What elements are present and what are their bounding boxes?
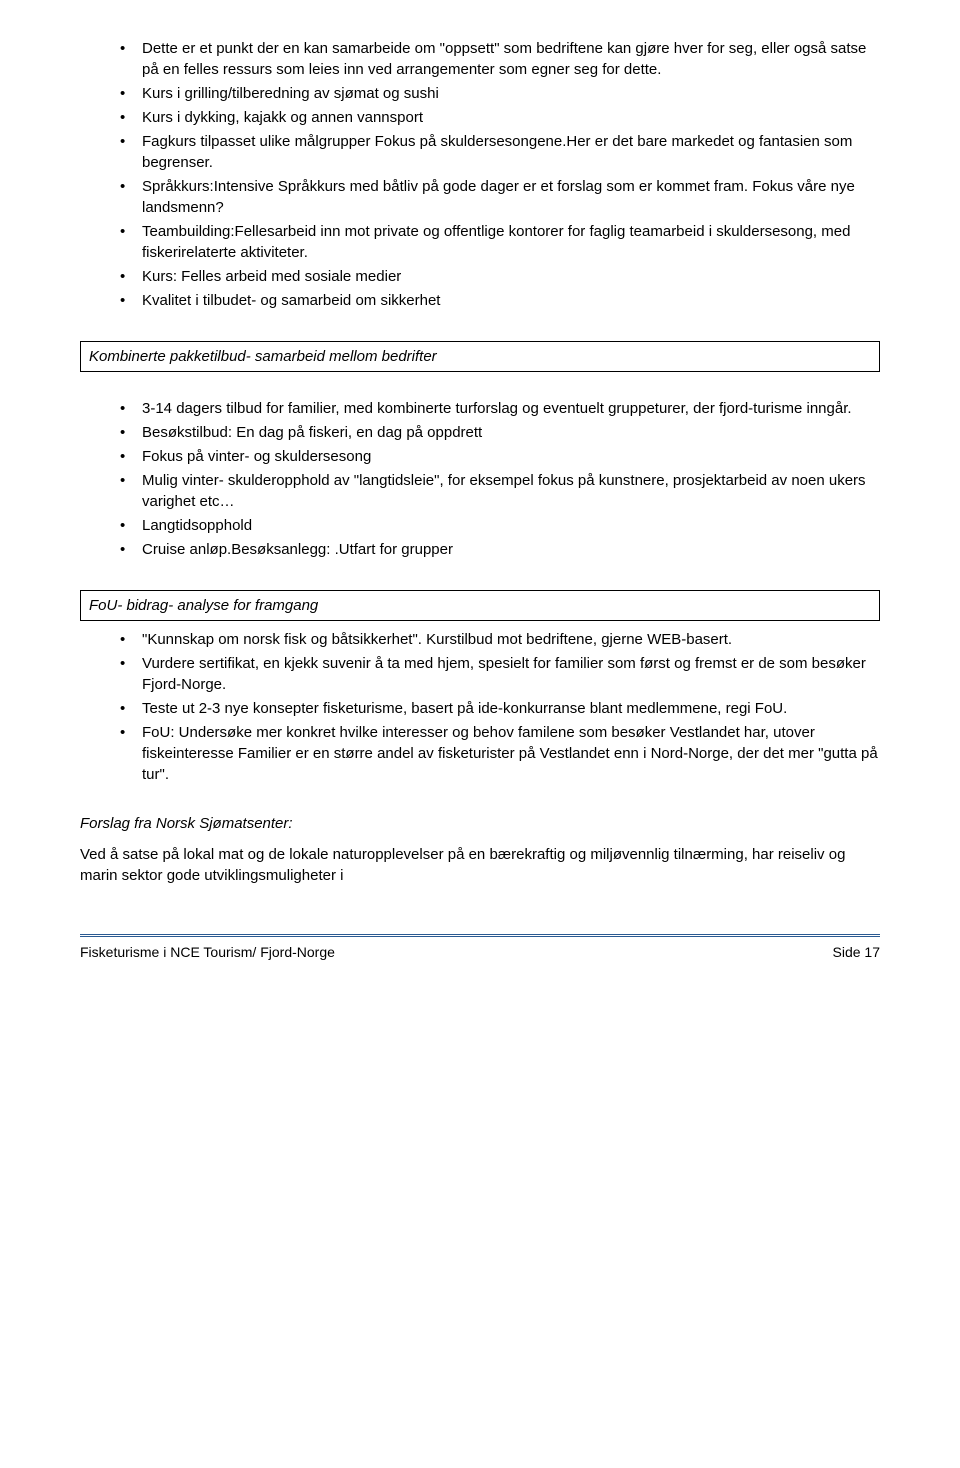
subheading-forslag: Forslag fra Norsk Sjømatsenter: bbox=[80, 813, 880, 834]
list-item: FoU: Undersøke mer konkret hvilke intere… bbox=[120, 722, 880, 785]
section-header-kombinerte: Kombinerte pakketilbud- samarbeid mellom… bbox=[80, 341, 880, 372]
bullet-list-2: 3-14 dagers tilbud for familier, med kom… bbox=[80, 398, 880, 560]
list-item: Vurdere sertifikat, en kjekk suvenir å t… bbox=[120, 653, 880, 695]
list-item: Kurs: Felles arbeid med sosiale medier bbox=[120, 266, 880, 287]
body-paragraph: Ved å satse på lokal mat og de lokale na… bbox=[80, 844, 880, 886]
list-item: Teambuilding:Fellesarbeid inn mot privat… bbox=[120, 221, 880, 263]
list-item: Teste ut 2-3 nye konsepter fisketurisme,… bbox=[120, 698, 880, 719]
list-item: Kurs i dykking, kajakk og annen vannspor… bbox=[120, 107, 880, 128]
list-item: Mulig vinter- skulderopphold av "langtid… bbox=[120, 470, 880, 512]
list-item: Langtidsopphold bbox=[120, 515, 880, 536]
list-item: Kvalitet i tilbudet- og samarbeid om sik… bbox=[120, 290, 880, 311]
page-footer: Fisketurisme i NCE Tourism/ Fjord-Norge … bbox=[80, 934, 880, 963]
section-header-fou: FoU- bidrag- analyse for framgang bbox=[80, 590, 880, 621]
list-item: Dette er et punkt der en kan samarbeide … bbox=[120, 38, 880, 80]
bullet-list-1: Dette er et punkt der en kan samarbeide … bbox=[80, 38, 880, 311]
list-item: Cruise anløp.Besøksanlegg: .Utfart for g… bbox=[120, 539, 880, 560]
list-item: 3-14 dagers tilbud for familier, med kom… bbox=[120, 398, 880, 419]
list-item: Fagkurs tilpasset ulike målgrupper Fokus… bbox=[120, 131, 880, 173]
list-item: Besøkstilbud: En dag på fiskeri, en dag … bbox=[120, 422, 880, 443]
list-item: Fokus på vinter- og skuldersesong bbox=[120, 446, 880, 467]
list-item: Kurs i grilling/tilberedning av sjømat o… bbox=[120, 83, 880, 104]
bullet-list-3: "Kunnskap om norsk fisk og båtsikkerhet"… bbox=[80, 629, 880, 785]
list-item: Språkkurs:Intensive Språkkurs med båtliv… bbox=[120, 176, 880, 218]
list-item: "Kunnskap om norsk fisk og båtsikkerhet"… bbox=[120, 629, 880, 650]
footer-page: Side 17 bbox=[833, 943, 880, 963]
footer-title: Fisketurisme i NCE Tourism/ Fjord-Norge bbox=[80, 943, 335, 963]
